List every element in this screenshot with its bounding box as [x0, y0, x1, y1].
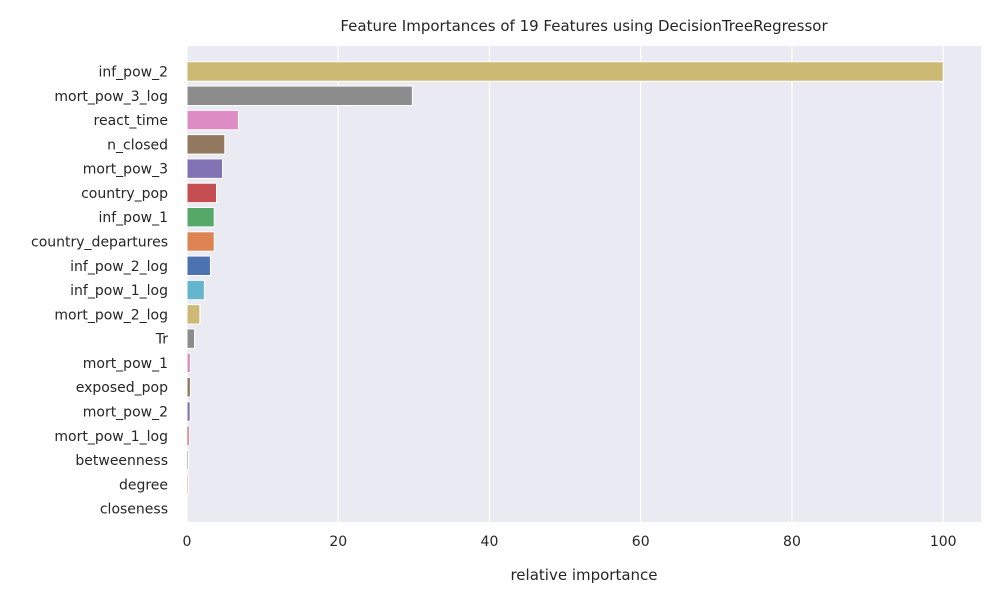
- bar-mort-pow-3: [186, 158, 224, 179]
- x-tick-label: 100: [930, 534, 957, 550]
- x-tick-label: 40: [481, 534, 499, 550]
- y-tick-label: mort_pow_2_log: [54, 307, 168, 323]
- bar-betweenness: [186, 449, 190, 471]
- bar-inf-pow-2: [186, 61, 944, 82]
- bar-mort-pow-3-log: [186, 85, 413, 106]
- y-tick-label: inf_pow_2_log: [70, 259, 168, 275]
- y-tick-label: exposed_pop: [76, 380, 168, 396]
- bar-inf-pow-1: [186, 207, 215, 228]
- y-tick-label: degree: [119, 477, 168, 493]
- bar-tr: [186, 328, 196, 349]
- chart-title: Feature Importances of 19 Features using…: [340, 17, 828, 35]
- y-tick-label: mort_pow_1: [83, 356, 168, 372]
- y-tick-label: country_departures: [31, 235, 168, 251]
- bar-exposed-pop: [186, 377, 191, 398]
- y-tick-label: react_time: [94, 113, 168, 129]
- bar-mort-pow-1: [186, 352, 191, 374]
- x-tick-label: 80: [783, 534, 801, 550]
- x-tick-labels: 0 20 40 60 80 100: [183, 534, 957, 550]
- bar-mort-pow-2: [186, 401, 191, 422]
- bar-country-pop: [186, 182, 217, 204]
- bar-country-departures: [186, 231, 215, 252]
- bar-mort-pow-1-log: [186, 425, 190, 447]
- y-tick-label: mort_pow_3_log: [54, 89, 168, 105]
- bars: [186, 61, 944, 495]
- bar-inf-pow-2-log: [186, 255, 211, 277]
- y-tick-label: betweenness: [75, 453, 168, 469]
- bar-n-closed: [186, 134, 226, 155]
- y-tick-label: mort_pow_1_log: [54, 429, 168, 445]
- plot-background: [187, 46, 981, 522]
- x-tick-label: 60: [632, 534, 650, 550]
- y-tick-label: mort_pow_2: [83, 405, 168, 421]
- y-tick-label: Tr: [155, 332, 168, 348]
- y-tick-label: mort_pow_3: [83, 162, 168, 178]
- y-tick-label: inf_pow_2: [98, 65, 168, 81]
- y-tick-labels: inf_pow_2 mort_pow_3_log react_time n_close…: [31, 65, 168, 518]
- y-tick-label: country_pop: [81, 186, 168, 202]
- bar-inf-pow-1-log: [186, 279, 205, 301]
- y-tick-label: inf_pow_1_log: [70, 283, 168, 299]
- x-tick-label: 20: [329, 534, 347, 550]
- y-tick-label: inf_pow_1: [98, 210, 168, 226]
- bar-react-time: [186, 109, 239, 131]
- bar-mort-pow-2-log: [186, 304, 201, 325]
- x-axis-label: relative importance: [510, 566, 657, 584]
- x-tick-label: 0: [183, 534, 192, 550]
- y-tick-label: n_closed: [107, 137, 168, 153]
- bar-degree: [186, 474, 189, 495]
- y-tick-label: closeness: [100, 502, 168, 518]
